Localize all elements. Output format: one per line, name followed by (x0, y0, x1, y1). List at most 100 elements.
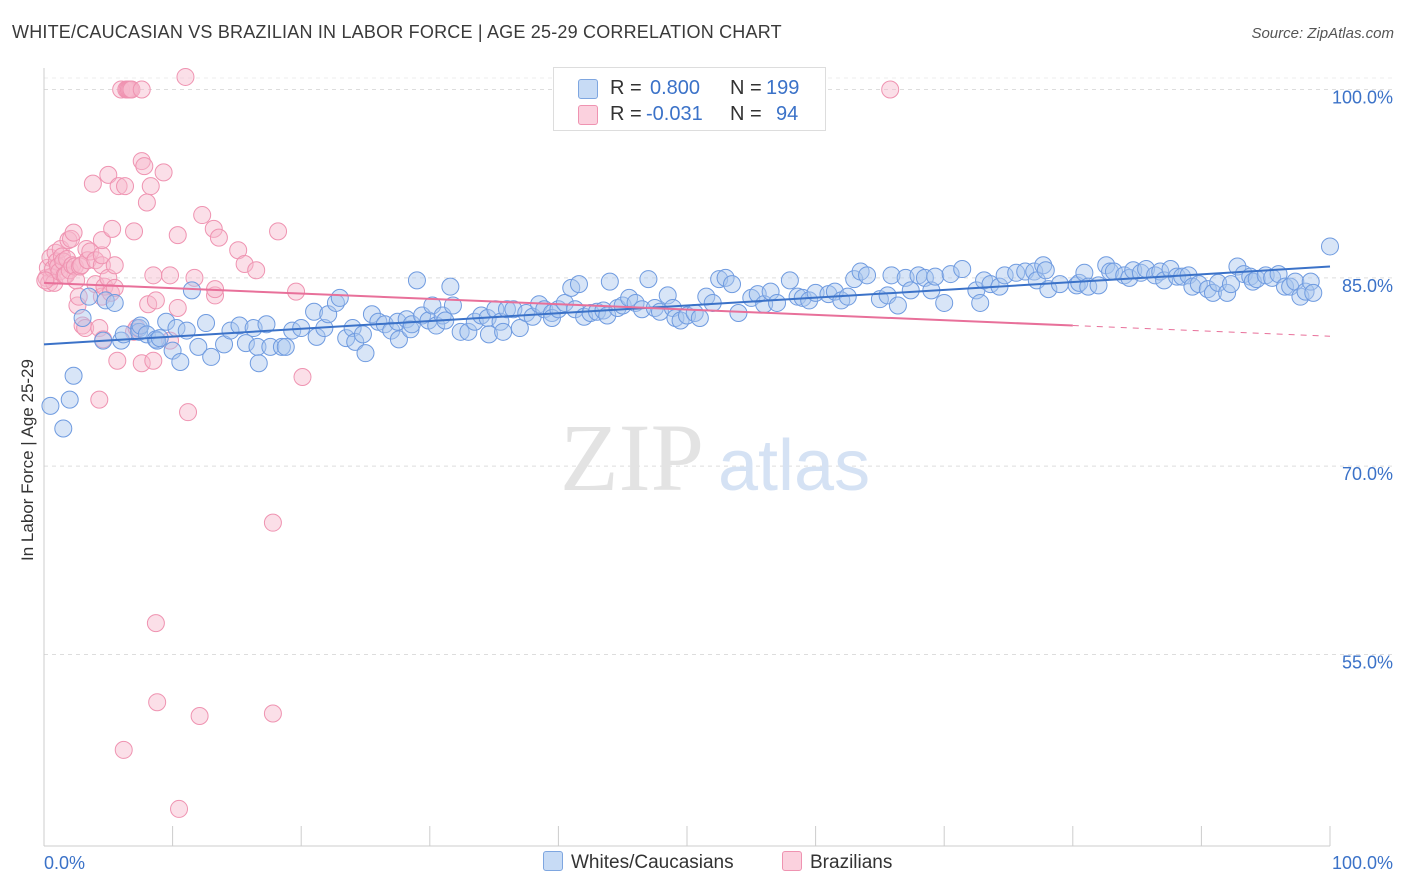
point-whites (131, 316, 150, 335)
point-brazilians (161, 266, 180, 285)
point-brazilians (154, 163, 173, 182)
point-whites (182, 281, 201, 300)
point-brazilians (36, 271, 55, 290)
point-brazilians (92, 231, 111, 250)
point-whites (272, 337, 291, 356)
point-whites (197, 314, 216, 333)
point-brazilians (81, 242, 100, 261)
point-whites (723, 275, 742, 294)
x-tick-label: 100.0% (1332, 853, 1393, 873)
point-whites (221, 321, 240, 340)
point-brazilians (132, 354, 151, 373)
y-tick-label: 70.0% (1342, 464, 1393, 484)
point-whites (768, 293, 787, 312)
point-brazilians (109, 177, 128, 196)
point-brazilians (116, 177, 135, 196)
point-whites (1034, 256, 1053, 275)
x-tick-label: 0.0% (44, 853, 85, 873)
point-whites (257, 315, 276, 334)
point-brazilians (64, 223, 83, 242)
point-whites (1275, 277, 1294, 296)
point-whites (494, 322, 513, 341)
point-brazilians (90, 390, 109, 409)
point-brazilians (122, 80, 141, 99)
point-brazilians (108, 351, 127, 370)
point-brazilians (176, 67, 195, 86)
legend-r-label: R = (610, 103, 642, 125)
point-whites (1189, 275, 1208, 294)
point-whites (343, 319, 362, 338)
point-whites (780, 271, 799, 290)
bottom-legend-whites: Whites/Caucasians (543, 851, 734, 874)
point-whites (451, 322, 470, 341)
point-brazilians (103, 219, 122, 238)
point-whites (337, 329, 356, 348)
point-whites (858, 266, 877, 285)
point-whites (230, 316, 249, 335)
source-label: Source: ZipAtlas.com (1251, 25, 1394, 42)
point-whites (459, 322, 478, 341)
point-brazilians (269, 222, 288, 241)
trend-line-whites (43, 265, 1331, 346)
point-whites (249, 354, 268, 373)
bottom-legend-swatch-brazilians (782, 851, 802, 871)
point-brazilians (144, 351, 163, 370)
point-whites (346, 332, 365, 351)
point-brazilians (137, 193, 156, 212)
point-brazilians (69, 287, 88, 306)
point-brazilians (146, 614, 165, 633)
point-whites (941, 265, 960, 284)
point-whites (600, 272, 619, 291)
point-whites (189, 337, 208, 356)
point-whites (953, 260, 972, 279)
bottom-legend-swatch-whites (543, 851, 563, 871)
point-brazilians (881, 80, 900, 99)
bottom-legend-brazilians: Brazilians (782, 851, 892, 874)
point-whites (971, 293, 990, 312)
legend-r-value: 0.800 (650, 77, 701, 99)
y-axis-label: In Labor Force | Age 25-29 (18, 359, 37, 561)
bottom-legend-label-brazilians: Brazilians (810, 852, 893, 873)
bottom-legend-label-whites: Whites/Caucasians (571, 852, 734, 873)
point-whites (1039, 280, 1058, 299)
point-brazilians (83, 174, 102, 193)
trend-lines (43, 265, 1331, 346)
point-whites (54, 419, 73, 438)
point-whites (330, 288, 349, 307)
watermark-zip: ZIP (560, 404, 704, 511)
point-whites (353, 325, 372, 344)
point-whites (236, 334, 255, 353)
point-brazilians (125, 222, 144, 241)
point-brazilians (287, 282, 306, 301)
point-whites (1321, 237, 1339, 256)
legend-n-label: N = (730, 77, 762, 99)
point-brazilians (179, 403, 198, 422)
point-whites (935, 293, 954, 312)
point-whites (202, 347, 221, 366)
point-whites (1304, 283, 1323, 302)
point-whites (441, 277, 460, 296)
trend-line-brazilians (43, 281, 1073, 327)
point-brazilians (170, 799, 189, 818)
point-whites (73, 309, 92, 328)
point-brazilians (99, 165, 118, 184)
y-tick-label: 85.0% (1342, 276, 1393, 296)
point-whites (171, 352, 190, 371)
watermark: ZIP atlas (560, 404, 870, 511)
point-whites (1228, 257, 1247, 276)
point-whites (105, 293, 124, 312)
legend-n-value: 94 (776, 103, 799, 125)
y-tick-label: 100.0% (1332, 88, 1393, 108)
point-brazilians (132, 80, 151, 99)
point-whites (1203, 283, 1222, 302)
point-whites (248, 337, 267, 356)
legend-n-label: N = (730, 103, 762, 125)
point-whites (555, 293, 574, 312)
point-whites (888, 296, 907, 315)
brazilians-points (36, 67, 900, 818)
point-brazilians (190, 707, 209, 726)
correlation-legend: R = 0.800 N = 199 R = -0.031 N = 94 (553, 67, 826, 131)
point-whites (60, 390, 79, 409)
point-whites (639, 270, 658, 289)
